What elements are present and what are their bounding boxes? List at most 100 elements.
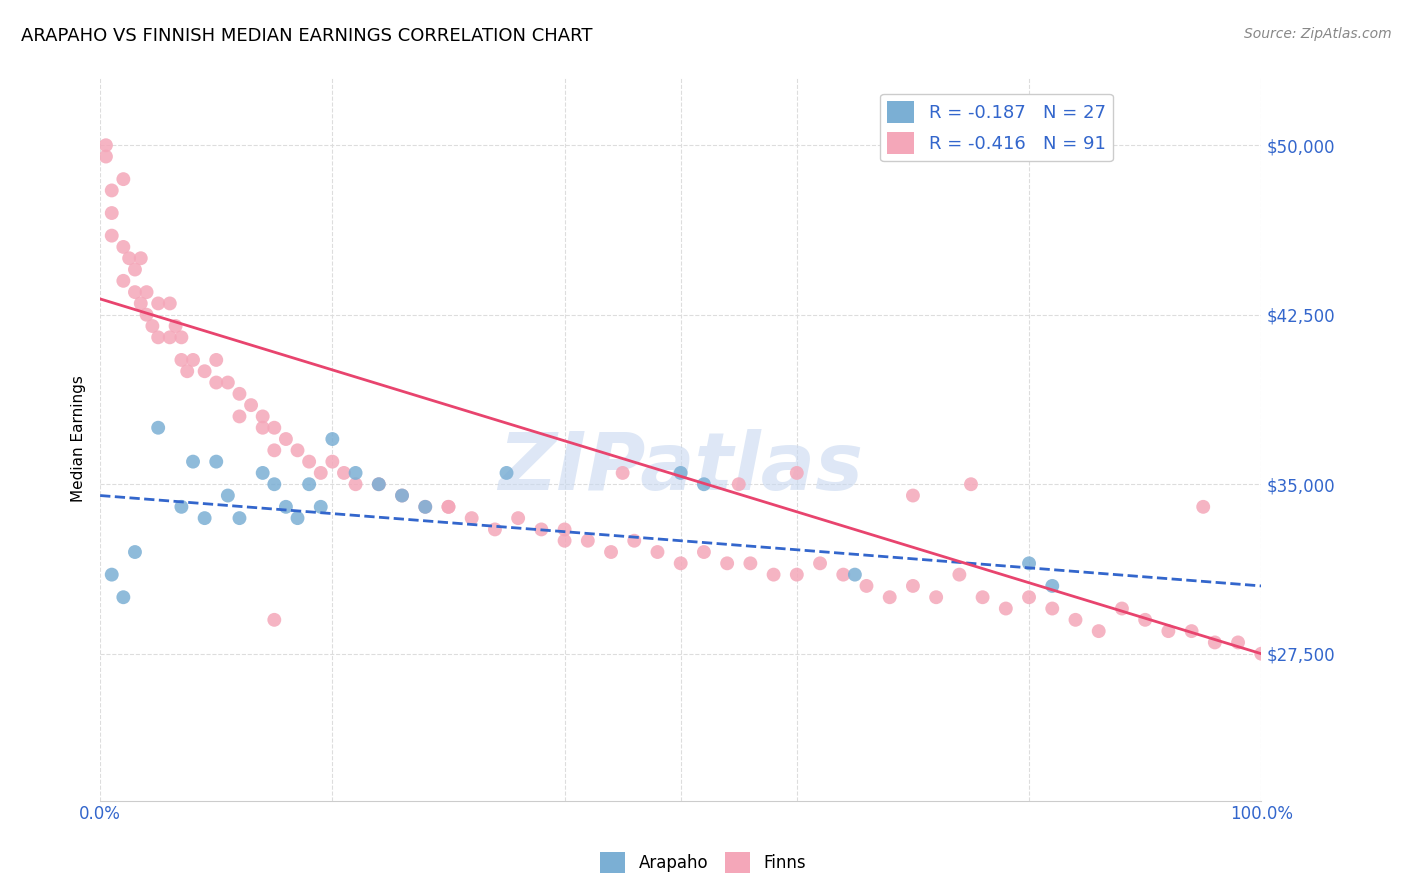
Point	[100, 228, 122, 243]
Point	[669, 557, 692, 571]
Point	[1133, 613, 1156, 627]
Point	[263, 477, 285, 491]
Point	[1227, 635, 1250, 649]
Point	[194, 364, 217, 378]
Legend: R = -0.187   N = 27, R = -0.416   N = 91: R = -0.187 N = 27, R = -0.416 N = 91	[880, 94, 1114, 161]
Point	[1111, 601, 1133, 615]
Point	[972, 591, 994, 605]
Point	[129, 252, 152, 266]
Point	[141, 319, 163, 334]
Point	[901, 489, 924, 503]
Point	[228, 409, 250, 424]
Point	[484, 523, 506, 537]
Point	[994, 601, 1017, 615]
Point	[344, 477, 367, 491]
Point	[124, 262, 146, 277]
Point	[298, 477, 321, 491]
Point	[159, 296, 181, 310]
Point	[693, 545, 716, 559]
Point	[181, 353, 204, 368]
Point	[124, 285, 146, 300]
Point	[100, 206, 122, 220]
Point	[1250, 647, 1272, 661]
Point	[786, 567, 808, 582]
Point	[148, 296, 170, 310]
Point	[612, 466, 634, 480]
Point	[727, 477, 749, 491]
Point	[669, 466, 692, 480]
Point	[367, 477, 389, 491]
Point	[129, 296, 152, 310]
Point	[1181, 624, 1204, 639]
Point	[1157, 624, 1180, 639]
Point	[1192, 500, 1215, 514]
Point	[391, 489, 413, 503]
Point	[495, 466, 517, 480]
Point	[832, 567, 855, 582]
Point	[623, 533, 645, 548]
Y-axis label: Median Earnings: Median Earnings	[72, 376, 86, 502]
Point	[263, 443, 285, 458]
Point	[879, 591, 901, 605]
Point	[252, 409, 274, 424]
Text: Source: ZipAtlas.com: Source: ZipAtlas.com	[1244, 27, 1392, 41]
Point	[1087, 624, 1109, 639]
Point	[786, 466, 808, 480]
Point	[321, 432, 343, 446]
Point	[576, 533, 599, 548]
Point	[148, 330, 170, 344]
Point	[1018, 557, 1040, 571]
Point	[135, 285, 157, 300]
Point	[321, 455, 343, 469]
Point	[112, 274, 135, 288]
Point	[170, 500, 193, 514]
Point	[263, 421, 285, 435]
Point	[170, 330, 193, 344]
Point	[165, 319, 187, 334]
Point	[159, 330, 181, 344]
Point	[100, 183, 122, 197]
Text: ZIPatlas: ZIPatlas	[498, 429, 863, 507]
Point	[170, 353, 193, 368]
Point	[181, 455, 204, 469]
Point	[844, 567, 866, 582]
Point	[925, 591, 948, 605]
Point	[309, 500, 332, 514]
Point	[100, 567, 122, 582]
Point	[1040, 601, 1063, 615]
Point	[554, 523, 576, 537]
Point	[94, 138, 117, 153]
Point	[413, 500, 436, 514]
Point	[693, 477, 716, 491]
Point	[205, 455, 228, 469]
Point	[960, 477, 983, 491]
Point	[148, 421, 170, 435]
Point	[855, 579, 877, 593]
Point	[391, 489, 413, 503]
Point	[252, 421, 274, 435]
Point	[228, 511, 250, 525]
Point	[112, 591, 135, 605]
Point	[217, 376, 239, 390]
Point	[287, 511, 309, 525]
Point	[1018, 591, 1040, 605]
Point	[287, 443, 309, 458]
Point	[94, 149, 117, 163]
Point	[554, 533, 576, 548]
Point	[112, 240, 135, 254]
Point	[252, 466, 274, 480]
Point	[124, 545, 146, 559]
Point	[948, 567, 970, 582]
Point	[205, 376, 228, 390]
Point	[309, 466, 332, 480]
Point	[263, 613, 285, 627]
Point	[508, 511, 530, 525]
Point	[437, 500, 460, 514]
Point	[1204, 635, 1226, 649]
Point	[217, 489, 239, 503]
Text: ARAPAHO VS FINNISH MEDIAN EARNINGS CORRELATION CHART: ARAPAHO VS FINNISH MEDIAN EARNINGS CORRE…	[21, 27, 592, 45]
Point	[344, 466, 367, 480]
Point	[740, 557, 762, 571]
Point	[367, 477, 389, 491]
Point	[716, 557, 738, 571]
